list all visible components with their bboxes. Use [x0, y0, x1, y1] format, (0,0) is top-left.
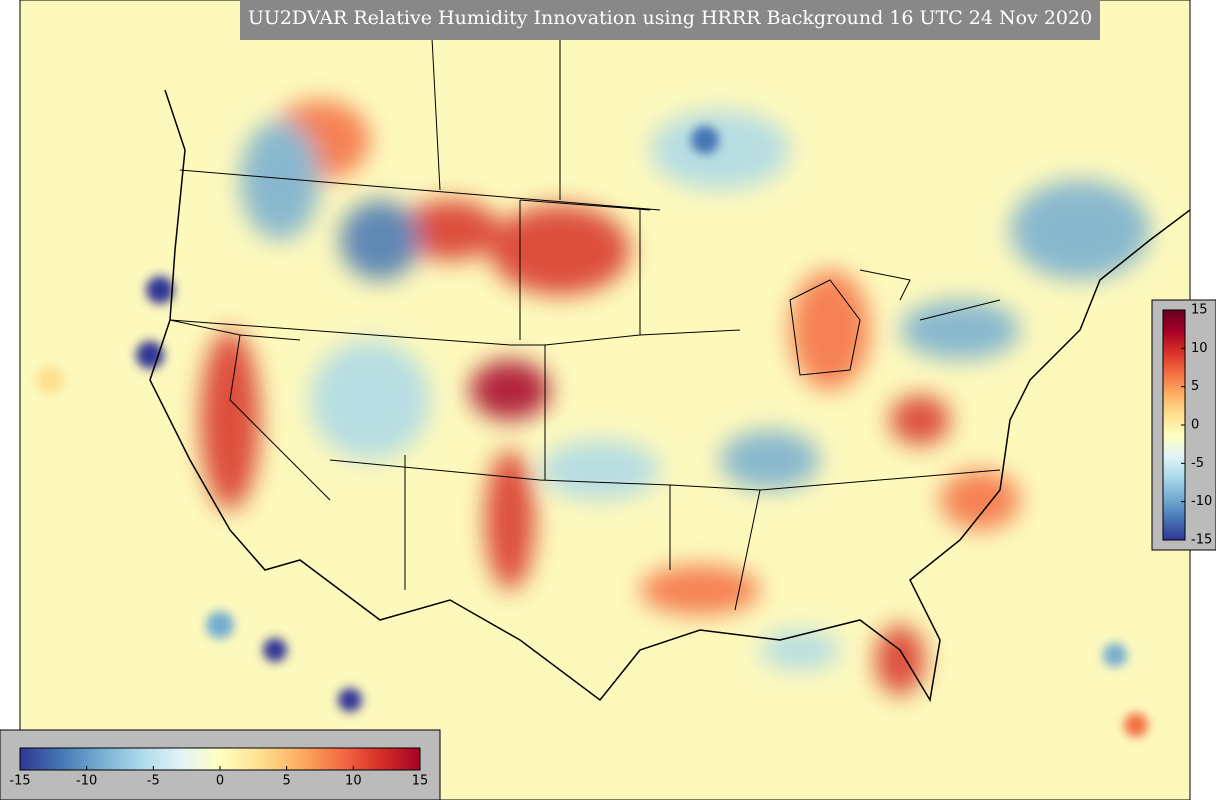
tick-label: 15	[1191, 303, 1208, 318]
tick-label: 15	[412, 774, 429, 789]
title-box	[240, 0, 1100, 40]
tick-label: -10	[76, 774, 97, 789]
map-field	[20, 0, 1190, 800]
tick-label: 0	[1191, 418, 1199, 433]
tick-label: 5	[283, 774, 291, 789]
tick-label: -5	[147, 774, 160, 789]
borders	[149, 0, 1190, 703]
tick-label: -10	[1191, 494, 1212, 509]
tick-label: -15	[1191, 533, 1212, 548]
tick-label: -5	[1191, 456, 1204, 471]
map-title: UU2DVAR Relative Humidity Innovation usi…	[248, 7, 1092, 29]
tick-label: 5	[1191, 379, 1199, 394]
tick-label: 10	[1191, 341, 1208, 356]
tick-label: 0	[216, 774, 224, 789]
tick-label: 10	[345, 774, 362, 789]
tick-label: -15	[9, 774, 30, 789]
